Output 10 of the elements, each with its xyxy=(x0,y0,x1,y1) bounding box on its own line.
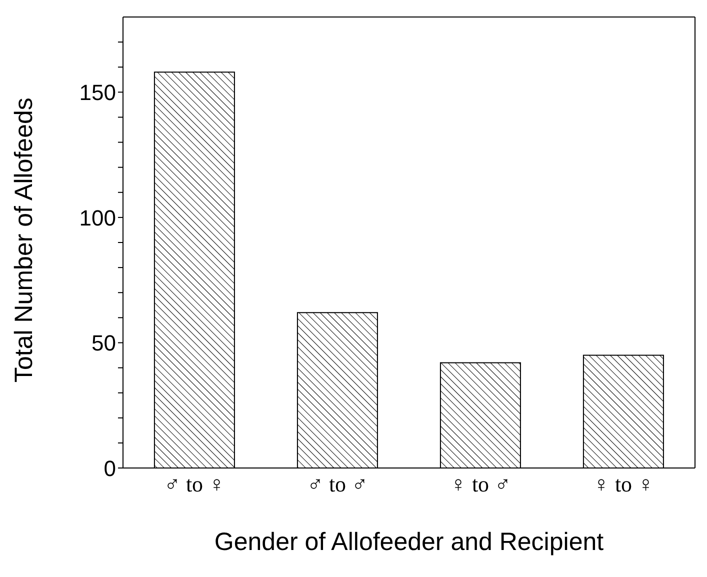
x-tick-label: ♂ to ♀ xyxy=(164,472,226,497)
x-tick-label: ♂ to ♂ xyxy=(306,472,368,497)
x-tick-label: ♀ to ♀ xyxy=(592,472,654,497)
y-axis-title: Total Number of Allofeeds xyxy=(10,98,38,382)
y-tick-label: 0 xyxy=(104,456,116,481)
y-tick-label: 100 xyxy=(79,205,116,230)
x-tick-label: ♀ to ♂ xyxy=(450,472,512,497)
y-tick-label: 50 xyxy=(92,330,116,356)
x-axis-title: Gender of Allofeeder and Recipient xyxy=(214,528,604,556)
y-tick-label: 150 xyxy=(79,80,116,105)
